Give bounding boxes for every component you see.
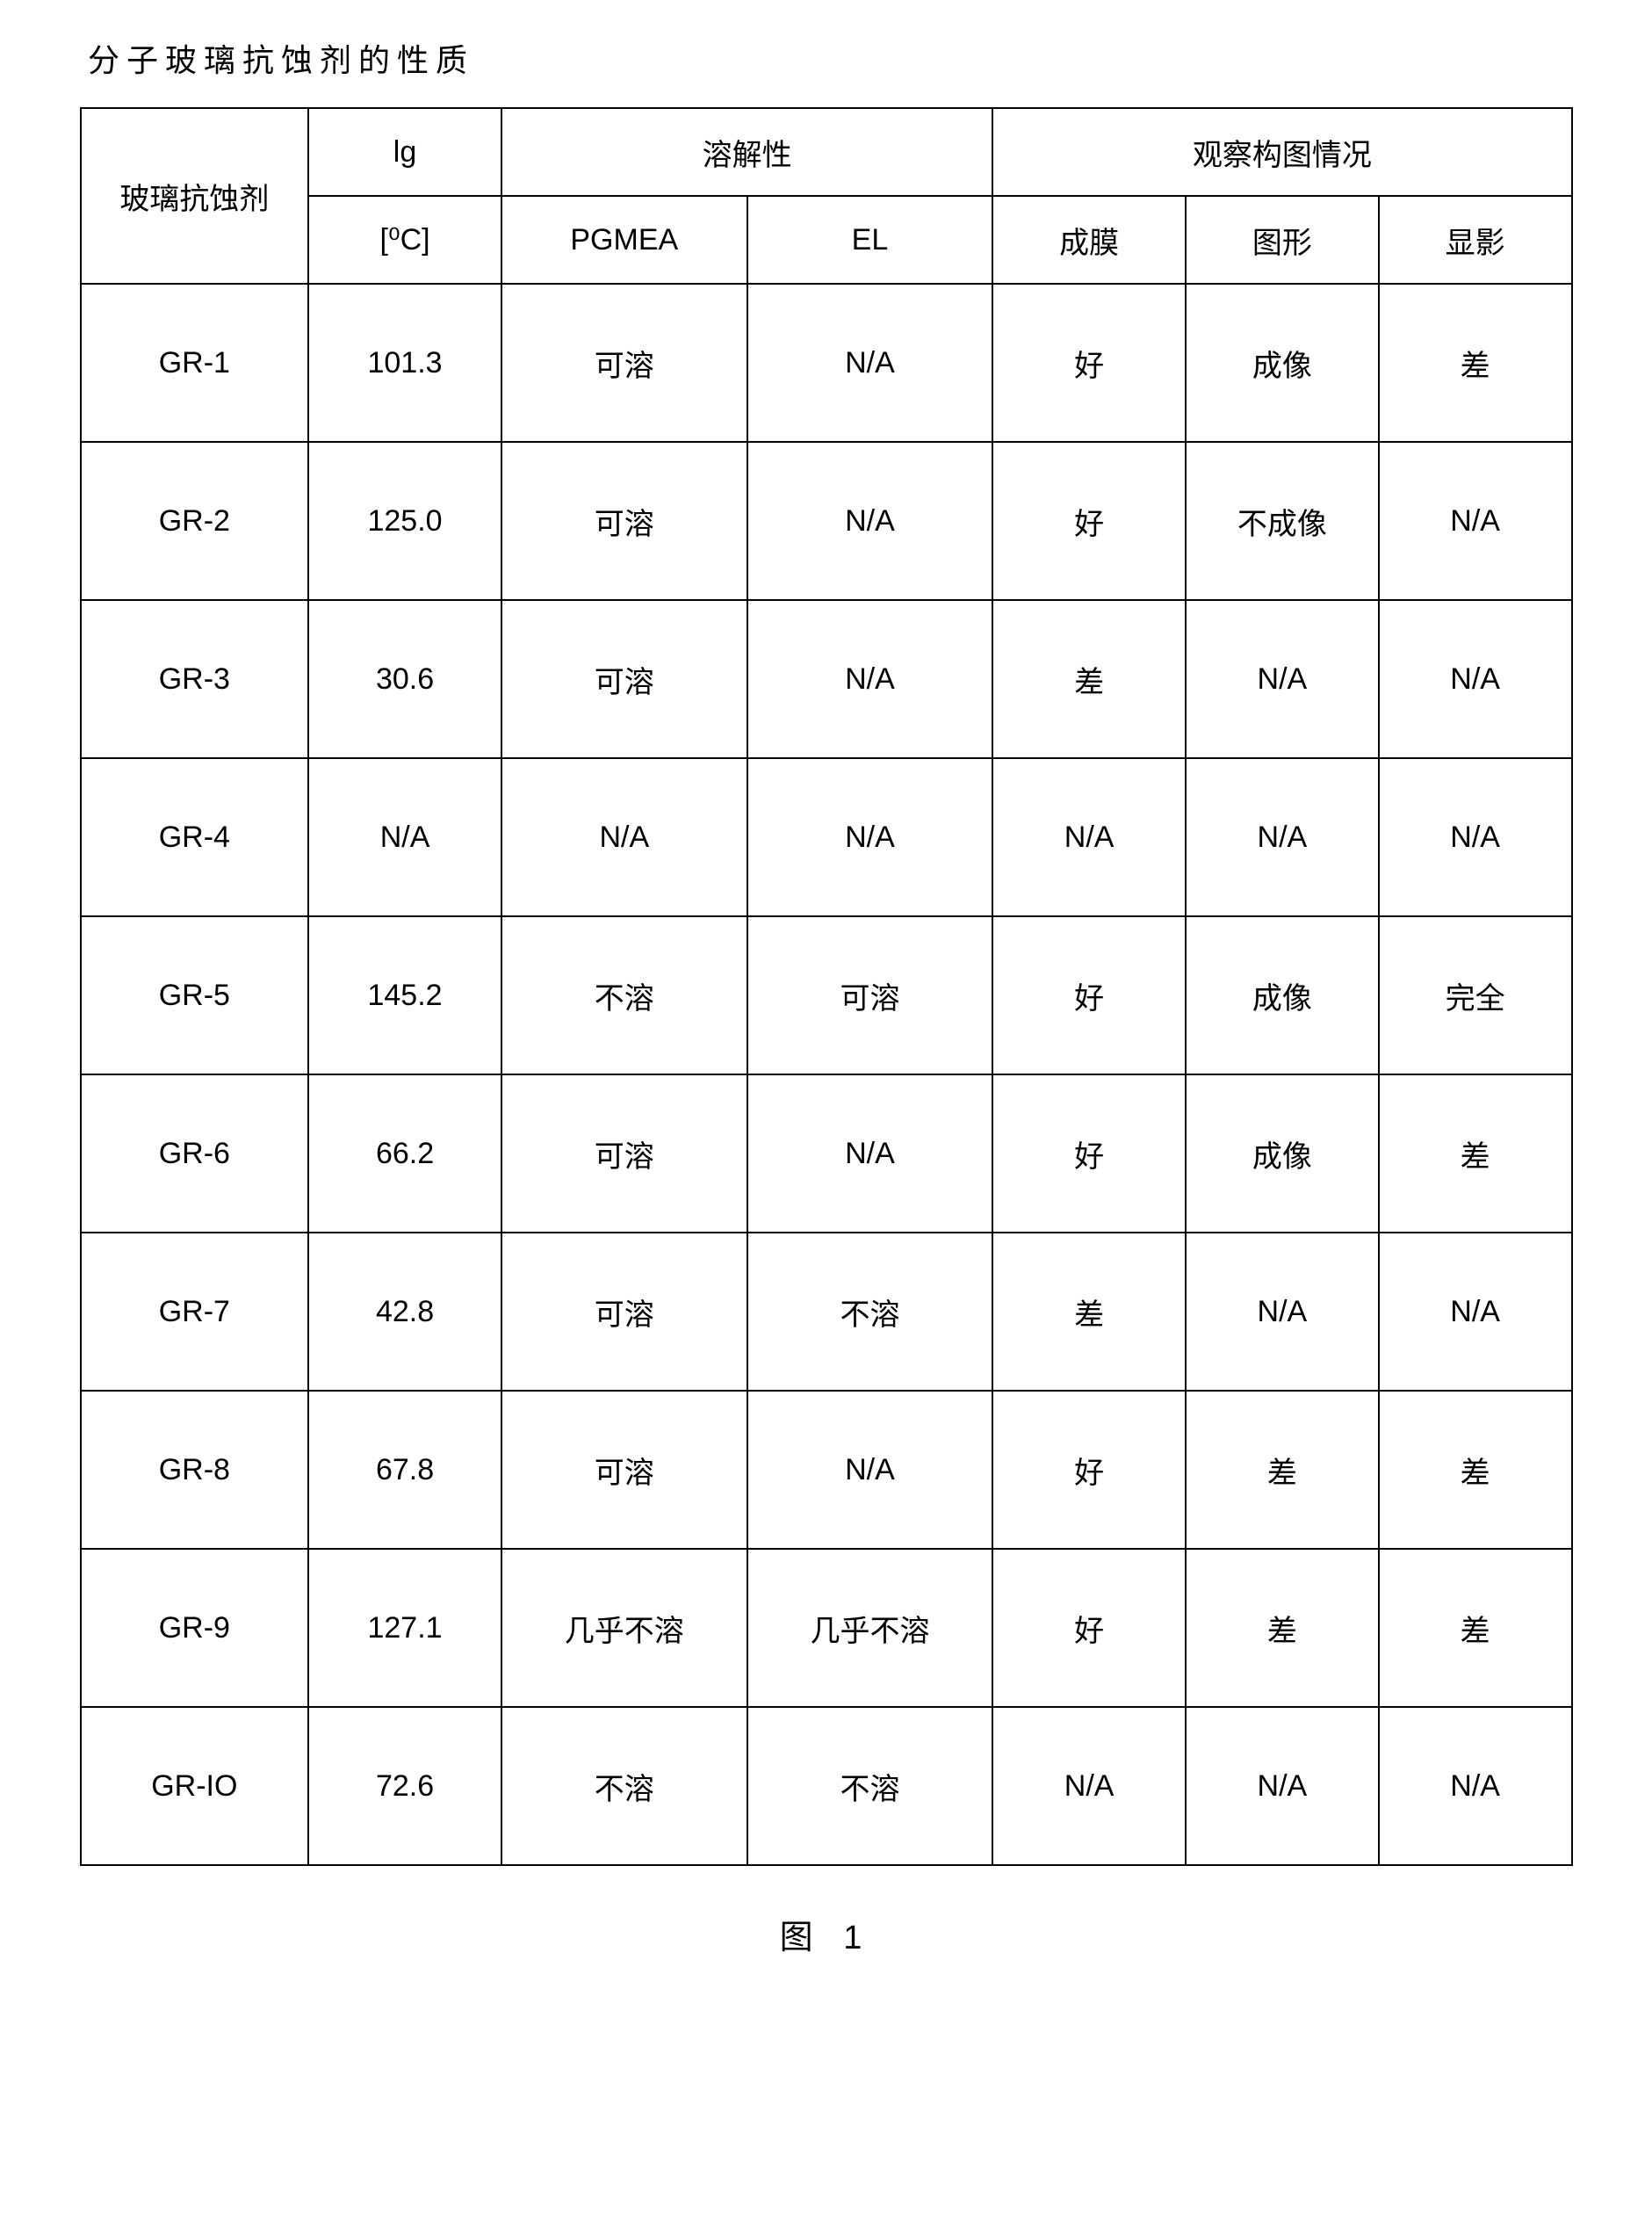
cell-name: GR-5 bbox=[81, 916, 309, 1074]
table-row: GR-8 67.8 可溶 N/A 好 差 差 bbox=[81, 1391, 1572, 1549]
cell-name: GR-1 bbox=[81, 284, 309, 442]
header-tg: lg bbox=[308, 108, 501, 196]
cell-tg: 30.6 bbox=[308, 600, 501, 758]
cell-film: 差 bbox=[992, 600, 1186, 758]
cell-pgmea: 不溶 bbox=[501, 916, 747, 1074]
cell-pgmea: 不溶 bbox=[501, 1707, 747, 1865]
cell-tg: 127.1 bbox=[308, 1549, 501, 1707]
cell-dev: N/A bbox=[1379, 600, 1572, 758]
page-title: 分子玻璃抗蚀剂的性质 bbox=[88, 35, 1617, 81]
cell-dev: N/A bbox=[1379, 1707, 1572, 1865]
cell-image: N/A bbox=[1186, 758, 1379, 916]
header-resist: 玻璃抗蚀剂 bbox=[81, 108, 309, 284]
cell-name: GR-6 bbox=[81, 1074, 309, 1233]
header-film: 成膜 bbox=[992, 196, 1186, 284]
cell-image: N/A bbox=[1186, 1233, 1379, 1391]
cell-el: N/A bbox=[747, 758, 993, 916]
cell-image: 差 bbox=[1186, 1549, 1379, 1707]
cell-pgmea: 可溶 bbox=[501, 442, 747, 600]
cell-dev: 差 bbox=[1379, 1391, 1572, 1549]
cell-film: 好 bbox=[992, 442, 1186, 600]
header-solubility: 溶解性 bbox=[501, 108, 992, 196]
cell-film: 好 bbox=[992, 916, 1186, 1074]
header-image: 图形 bbox=[1186, 196, 1379, 284]
cell-pgmea: 可溶 bbox=[501, 284, 747, 442]
cell-pgmea: 几乎不溶 bbox=[501, 1549, 747, 1707]
table-row: GR-IO 72.6 不溶 不溶 N/A N/A N/A bbox=[81, 1707, 1572, 1865]
table-row: GR-1 101.3 可溶 N/A 好 成像 差 bbox=[81, 284, 1572, 442]
cell-tg: 101.3 bbox=[308, 284, 501, 442]
table-row: GR-7 42.8 可溶 不溶 差 N/A N/A bbox=[81, 1233, 1572, 1391]
table-body: GR-1 101.3 可溶 N/A 好 成像 差 GR-2 125.0 可溶 N… bbox=[81, 284, 1572, 1865]
cell-dev: N/A bbox=[1379, 442, 1572, 600]
cell-el: N/A bbox=[747, 1074, 993, 1233]
cell-el: N/A bbox=[747, 1391, 993, 1549]
figure-caption: 图 1 bbox=[35, 1910, 1617, 1958]
cell-name: GR-8 bbox=[81, 1391, 309, 1549]
cell-pgmea: 可溶 bbox=[501, 1233, 747, 1391]
cell-el: N/A bbox=[747, 442, 993, 600]
cell-pgmea: 可溶 bbox=[501, 600, 747, 758]
table-row: GR-5 145.2 不溶 可溶 好 成像 完全 bbox=[81, 916, 1572, 1074]
cell-tg: 66.2 bbox=[308, 1074, 501, 1233]
cell-dev: 完全 bbox=[1379, 916, 1572, 1074]
header-pgmea: PGMEA bbox=[501, 196, 747, 284]
cell-image: 成像 bbox=[1186, 284, 1379, 442]
table-row: GR-3 30.6 可溶 N/A 差 N/A N/A bbox=[81, 600, 1572, 758]
cell-film: 好 bbox=[992, 1074, 1186, 1233]
cell-image: 不成像 bbox=[1186, 442, 1379, 600]
cell-tg: 125.0 bbox=[308, 442, 501, 600]
cell-el: 可溶 bbox=[747, 916, 993, 1074]
cell-image: 成像 bbox=[1186, 1074, 1379, 1233]
cell-tg: 72.6 bbox=[308, 1707, 501, 1865]
cell-pgmea: N/A bbox=[501, 758, 747, 916]
cell-el: 不溶 bbox=[747, 1707, 993, 1865]
cell-image: 差 bbox=[1186, 1391, 1379, 1549]
table-row: GR-9 127.1 几乎不溶 几乎不溶 好 差 差 bbox=[81, 1549, 1572, 1707]
table-header-row-1: 玻璃抗蚀剂 lg 溶解性 观察构图情况 bbox=[81, 108, 1572, 196]
header-tg-unit: [⁰C] bbox=[308, 196, 501, 284]
cell-film: N/A bbox=[992, 1707, 1186, 1865]
cell-dev: 差 bbox=[1379, 284, 1572, 442]
cell-tg: 42.8 bbox=[308, 1233, 501, 1391]
table-row: GR-4 N/A N/A N/A N/A N/A N/A bbox=[81, 758, 1572, 916]
cell-dev: N/A bbox=[1379, 758, 1572, 916]
table-row: GR-6 66.2 可溶 N/A 好 成像 差 bbox=[81, 1074, 1572, 1233]
properties-table: 玻璃抗蚀剂 lg 溶解性 观察构图情况 [⁰C] PGMEA EL 成膜 图形 … bbox=[80, 107, 1573, 1866]
cell-dev: 差 bbox=[1379, 1074, 1572, 1233]
cell-pgmea: 可溶 bbox=[501, 1074, 747, 1233]
cell-pgmea: 可溶 bbox=[501, 1391, 747, 1549]
cell-name: GR-9 bbox=[81, 1549, 309, 1707]
cell-film: 好 bbox=[992, 1549, 1186, 1707]
cell-film: N/A bbox=[992, 758, 1186, 916]
cell-name: GR-7 bbox=[81, 1233, 309, 1391]
cell-el: N/A bbox=[747, 600, 993, 758]
cell-film: 差 bbox=[992, 1233, 1186, 1391]
cell-el: 不溶 bbox=[747, 1233, 993, 1391]
cell-tg: N/A bbox=[308, 758, 501, 916]
cell-name: GR-2 bbox=[81, 442, 309, 600]
cell-image: N/A bbox=[1186, 1707, 1379, 1865]
cell-film: 好 bbox=[992, 284, 1186, 442]
cell-name: GR-3 bbox=[81, 600, 309, 758]
cell-image: N/A bbox=[1186, 600, 1379, 758]
cell-name: GR-4 bbox=[81, 758, 309, 916]
cell-film: 好 bbox=[992, 1391, 1186, 1549]
header-el: EL bbox=[747, 196, 993, 284]
cell-dev: N/A bbox=[1379, 1233, 1572, 1391]
cell-name: GR-IO bbox=[81, 1707, 309, 1865]
cell-image: 成像 bbox=[1186, 916, 1379, 1074]
header-dev: 显影 bbox=[1379, 196, 1572, 284]
cell-el: 几乎不溶 bbox=[747, 1549, 993, 1707]
cell-tg: 67.8 bbox=[308, 1391, 501, 1549]
table-row: GR-2 125.0 可溶 N/A 好 不成像 N/A bbox=[81, 442, 1572, 600]
cell-dev: 差 bbox=[1379, 1549, 1572, 1707]
table-container: 玻璃抗蚀剂 lg 溶解性 观察构图情况 [⁰C] PGMEA EL 成膜 图形 … bbox=[35, 107, 1617, 1866]
header-pattern: 观察构图情况 bbox=[992, 108, 1571, 196]
cell-tg: 145.2 bbox=[308, 916, 501, 1074]
cell-el: N/A bbox=[747, 284, 993, 442]
